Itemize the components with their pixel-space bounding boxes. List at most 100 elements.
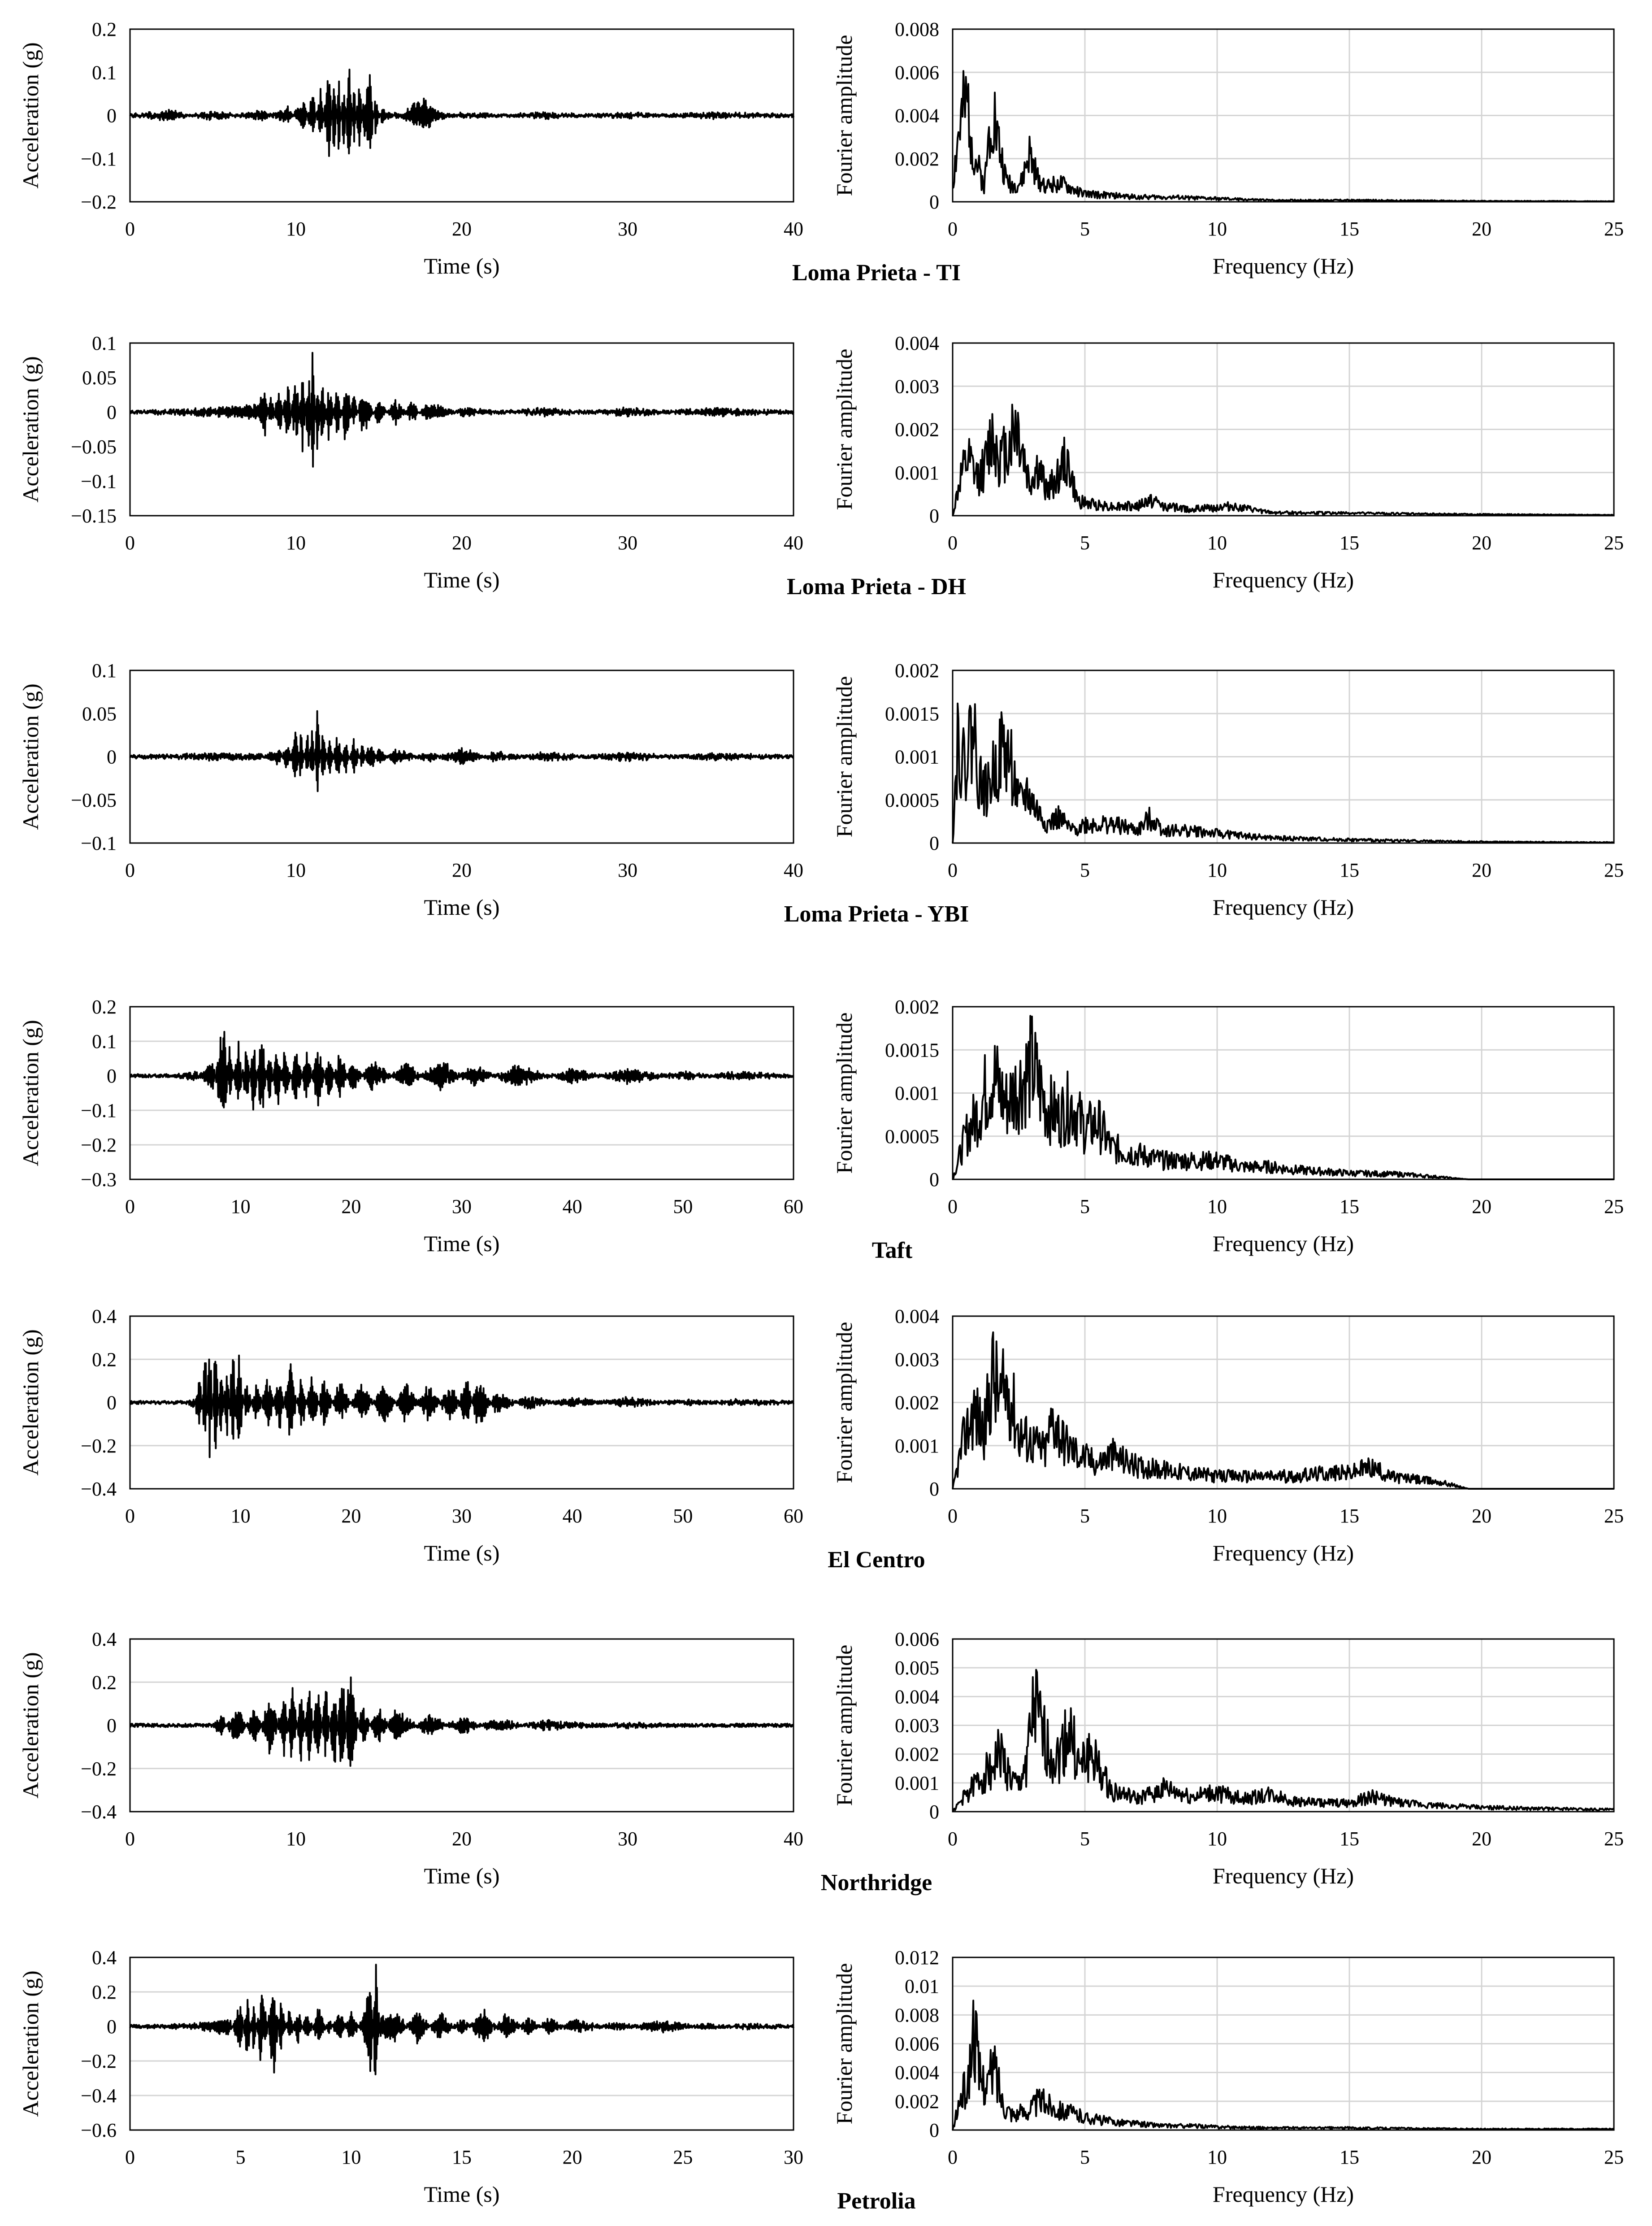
y-tick-label: 0.005	[895, 1657, 939, 1679]
x-tick-label: 15	[452, 2146, 472, 2168]
x-tick-label: 5	[1080, 218, 1090, 240]
y-tick-label: 0.002	[895, 660, 939, 682]
plot-frame	[952, 670, 1615, 844]
y-tick-label: 0	[929, 505, 939, 527]
x-tick-label: 0	[948, 859, 958, 881]
x-tick-label: 0	[948, 1196, 958, 1217]
x-tick-label: 0	[125, 218, 135, 240]
y-tick-label: 0	[107, 746, 117, 768]
y-tick-label: 0.1	[92, 1030, 117, 1052]
x-axis-label: Time (s)	[424, 1863, 499, 1888]
y-tick-label: −0.4	[81, 1801, 117, 1823]
x-axis-label: Frequency (Hz)	[1213, 895, 1354, 920]
x-tick-label: 25	[1604, 1505, 1624, 1527]
y-axis-label: Acceleration (g)	[18, 1020, 43, 1166]
x-tick-label: 10	[231, 1196, 251, 1217]
x-tick-label: 10	[1207, 2146, 1227, 2168]
y-tick-label: 0	[929, 2119, 939, 2141]
y-tick-label: −0.1	[81, 832, 117, 854]
series-line	[129, 710, 794, 792]
y-tick-label: 0.006	[895, 61, 939, 83]
y-tick-label: −0.2	[81, 1435, 117, 1457]
x-tick-label: 10	[286, 1828, 306, 1850]
x-axis-label: Time (s)	[424, 1540, 499, 1565]
y-tick-label: −0.4	[81, 2085, 117, 2107]
y-tick-label: 0.001	[895, 462, 939, 484]
x-tick-label: 30	[618, 1828, 637, 1850]
x-tick-label: 0	[125, 1505, 135, 1527]
y-axis-label: Fourier amplitude	[832, 349, 857, 510]
record-caption: Loma Prieta - YBI	[784, 901, 969, 927]
x-tick-label: 15	[1340, 532, 1359, 554]
x-tick-label: 30	[784, 2146, 803, 2168]
y-axis-label: Fourier amplitude	[832, 1013, 857, 1174]
x-tick-label: 15	[1340, 1505, 1359, 1527]
x-tick-label: 10	[231, 1505, 251, 1527]
series-line	[129, 1964, 794, 2075]
y-tick-label: 0.002	[895, 1743, 939, 1765]
plot-frame	[952, 28, 1615, 203]
series-line	[130, 1676, 794, 1767]
series-line	[130, 1030, 794, 1111]
x-tick-label: 10	[1207, 859, 1227, 881]
x-tick-label: 20	[1472, 859, 1492, 881]
x-axis-label: Time (s)	[424, 2182, 499, 2207]
series-line	[130, 352, 794, 468]
series-line	[952, 1669, 1614, 1812]
y-tick-label: 0.001	[895, 1435, 939, 1457]
y-tick-label: 0.4	[92, 1305, 117, 1327]
x-tick-label: 20	[452, 218, 472, 240]
y-tick-label: 0	[107, 401, 117, 423]
acceleration-chart: −0.3 −0.2 −0.1 0 0.1 0.2 0 10 20 30 40 50 60 Time (s)…	[18, 996, 803, 1256]
series-line	[952, 702, 1614, 844]
x-axis-label: Frequency (Hz)	[1213, 2182, 1354, 2207]
x-tick-label: 15	[1340, 2146, 1359, 2168]
y-tick-label: 0	[107, 2016, 117, 2038]
plot-frame	[952, 1006, 1615, 1180]
x-tick-label: 25	[1604, 532, 1624, 554]
y-axis-label: Fourier amplitude	[832, 1322, 857, 1483]
y-tick-label: 0.2	[92, 1348, 117, 1370]
y-axis-label: Fourier amplitude	[832, 676, 857, 838]
x-tick-label: 5	[1080, 859, 1090, 881]
y-axis-label: Acceleration (g)	[18, 1970, 43, 2117]
y-tick-label: 0.003	[895, 1715, 939, 1737]
y-tick-label: 0	[929, 1801, 939, 1823]
y-tick-label: −0.2	[81, 1758, 117, 1780]
y-tick-label: 0.004	[895, 332, 939, 354]
y-tick-label: 0.003	[895, 375, 939, 397]
y-tick-label: 0.001	[895, 746, 939, 768]
x-tick-label: 50	[673, 1505, 693, 1527]
y-tick-label: 0	[929, 191, 939, 213]
y-tick-label: 0.004	[895, 2062, 939, 2084]
fourier-chart: 0 0.001 0.002 0.003 0.004 0 5 10 15 20 25 Frequency…	[832, 332, 1624, 592]
x-tick-label: 40	[784, 1828, 803, 1850]
y-tick-label: 0.003	[895, 1348, 939, 1370]
x-tick-label: 20	[341, 1196, 361, 1217]
y-tick-label: 0	[107, 1715, 117, 1737]
y-tick-label: 0.001	[895, 1772, 939, 1794]
y-tick-label: 0	[929, 832, 939, 854]
x-axis-label: Time (s)	[424, 1231, 499, 1256]
y-tick-label: 0.012	[895, 1947, 939, 1969]
plot-frame	[952, 1956, 1615, 2131]
y-tick-label: 0.0015	[885, 1039, 939, 1061]
x-tick-label: 60	[784, 1505, 803, 1527]
y-tick-label: 0.002	[895, 419, 939, 441]
x-tick-label: 40	[784, 532, 803, 554]
y-tick-label: −0.1	[81, 470, 117, 492]
acceleration-chart: −0.4 −0.2 0 0.2 0.4 0 10 20 30 40 50 60 Time (s) Acce…	[18, 1305, 803, 1565]
x-tick-label: 0	[948, 1828, 958, 1850]
y-tick-label: 0.004	[895, 105, 939, 127]
x-tick-label: 20	[1472, 1196, 1492, 1217]
x-tick-label: 10	[1207, 1196, 1227, 1217]
x-tick-label: 10	[286, 218, 306, 240]
y-tick-label: 0.0015	[885, 703, 939, 725]
series-line	[952, 1331, 1614, 1490]
y-tick-label: 0.1	[92, 660, 117, 682]
x-tick-label: 20	[1472, 218, 1492, 240]
plot-frame	[952, 1638, 1615, 1813]
y-axis-label: Acceleration (g)	[18, 42, 43, 188]
y-tick-label: 0.001	[895, 1083, 939, 1104]
